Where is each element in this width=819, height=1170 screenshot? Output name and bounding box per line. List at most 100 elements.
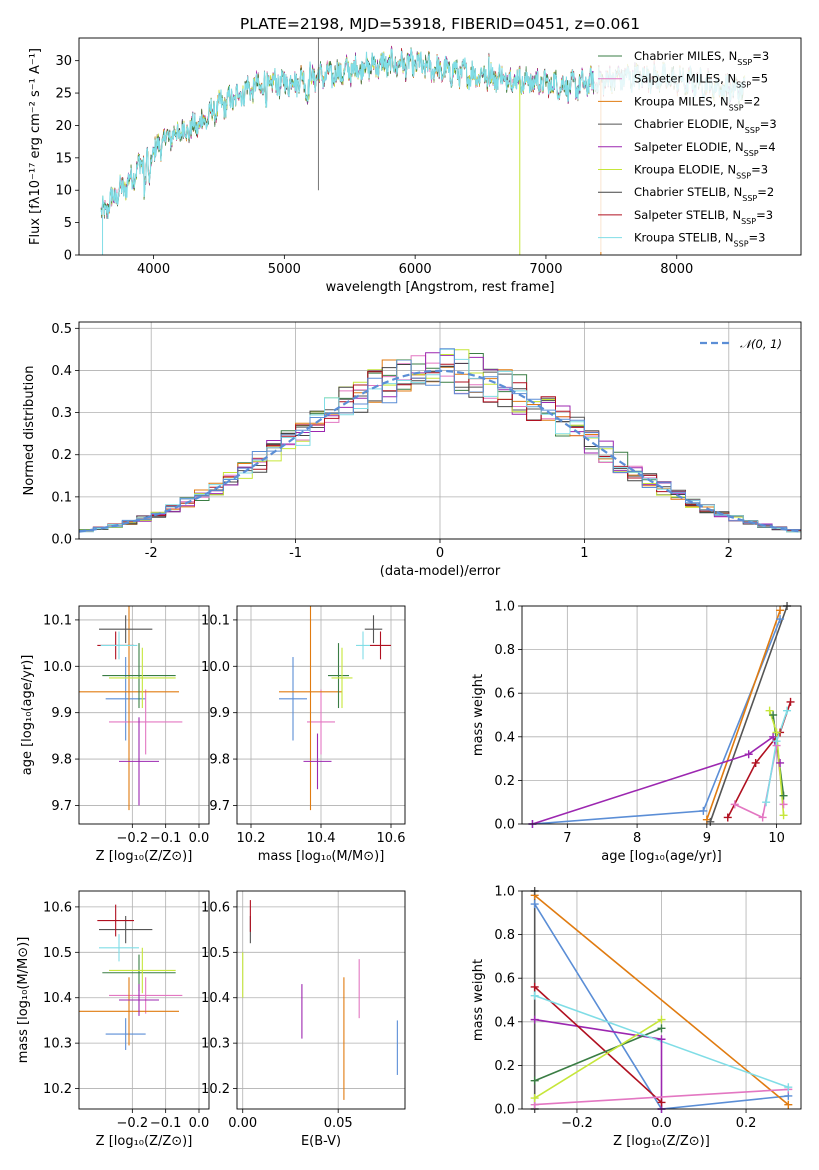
weight-marker	[657, 1035, 666, 1044]
weight-line	[534, 1027, 662, 1082]
x-tick-label: 0.2	[736, 1116, 757, 1131]
legend-entry: Kroupa ELODIE, NSSP=3	[634, 163, 768, 181]
weight-line	[534, 894, 789, 1106]
y-tick-label: 15	[55, 151, 72, 166]
legend-box	[594, 44, 794, 252]
x-tick-label: −0.1	[150, 831, 182, 846]
weight-marker	[530, 1076, 539, 1085]
y-tick-label: 9.7	[51, 799, 72, 814]
y-tick-label: 10.6	[201, 900, 230, 915]
y-tick-label: 10.2	[43, 1082, 72, 1097]
axes-frame	[236, 605, 406, 825]
y-tick-label: 0.5	[51, 322, 72, 337]
weight-marker	[699, 806, 708, 815]
panel-age-vs-mass: 10.2 10.4 10.6 9.7 9.8 9.9 10.0 10.1 mass [log₁₀…	[201, 605, 406, 864]
weight-marker	[772, 728, 781, 737]
x-tick-label: 2	[725, 546, 733, 561]
y-tick-label: 0.6	[494, 687, 515, 702]
panel-residual-histogram: -2 -1 0 1 2 0.0 0.1 0.2 0.3 0.4 0.5 (data-model)/er…	[22, 321, 802, 579]
legend-series-name: Salpeter MILES	[634, 72, 720, 86]
spectrum-legend: Chabrier MILES, NSSP=3 Salpeter MILES, NS…	[594, 44, 794, 252]
y-tick-label: 0.8	[494, 928, 515, 943]
y-tick-label: 5	[64, 216, 72, 231]
weight-marker	[784, 1083, 793, 1092]
legend-entry: Salpeter MILES, NSSP=5	[634, 72, 768, 90]
x-tick-label: 0.0	[189, 1116, 210, 1131]
y-tick-label: 0.4	[494, 730, 515, 745]
legend-entry: Kroupa STELIB, NSSP=3	[634, 231, 765, 249]
weight-marker	[779, 800, 788, 809]
x-tick-label: −0.2	[561, 1116, 593, 1131]
weight-marker	[776, 758, 785, 767]
weight-marker	[657, 1024, 666, 1033]
legend-nssp: =5	[751, 72, 768, 86]
weight-marker	[779, 811, 788, 820]
y-tick-label: 10	[55, 184, 72, 199]
y-tick-label: 10.0	[201, 660, 230, 675]
weight-marker	[784, 1100, 793, 1109]
x-tick-label: 4000	[137, 262, 170, 277]
panel-mass-vs-ebv: 0.00 0.05 10.2 10.3 10.4 10.5 10.6 E(B-V)	[201, 890, 406, 1149]
axes-frame	[521, 890, 802, 1110]
y-tick-label: 10.2	[201, 1082, 230, 1097]
y-tick-label: 0.3	[51, 406, 72, 421]
x-tick-label: 0.05	[324, 1116, 353, 1131]
x-tick-label: 1	[580, 546, 588, 561]
legend-series-name: Salpeter ELODIE	[634, 140, 728, 154]
x-tick-label: 6000	[399, 262, 432, 277]
legend-nssp: =3	[760, 117, 777, 131]
weight-marker	[776, 606, 785, 615]
weight-marker	[758, 813, 767, 822]
y-tick-label: 0.0	[494, 1103, 515, 1118]
weight-marker	[730, 800, 739, 809]
gaussian-curve	[79, 369, 801, 533]
panel-age-vs-Z: −0.2 −0.1 0.0 9.7 9.8 9.9 10.0 10.1 Z [log₁₀(Z/Z…	[20, 605, 210, 864]
x-tick-label: 10	[768, 831, 785, 846]
plot-area	[79, 348, 801, 539]
x-tick-label: -2	[145, 546, 158, 561]
x-axis-label: age [log₁₀(age/yr)]	[601, 849, 722, 864]
legend-entry: Chabrier STELIB, NSSP=2	[634, 185, 774, 203]
y-axis-label: Flux [fλ10⁻¹⁷ erg cm⁻² s⁻¹ A⁻¹]	[28, 48, 43, 245]
y-tick-label: 25	[55, 87, 72, 102]
y-tick-label: 10.3	[43, 1037, 72, 1052]
legend-entry: 𝒩(0, 1)	[740, 337, 782, 351]
weight-marker	[779, 791, 788, 800]
x-tick-label: 10.6	[377, 831, 406, 846]
plot-area	[242, 900, 398, 1100]
weight-marker	[769, 711, 778, 719]
legend-entry: Salpeter ELODIE, NSSP=4	[634, 140, 776, 158]
y-tick-label: 9.8	[209, 753, 230, 768]
y-tick-label: 10.5	[201, 946, 230, 961]
weight-marker	[762, 798, 771, 807]
y-tick-label: 1.0	[494, 885, 515, 900]
axes-frame	[78, 321, 802, 540]
axes-frame	[521, 605, 802, 825]
y-tick-label: 20	[55, 119, 72, 134]
x-tick-label: 9	[703, 831, 711, 846]
x-tick-label: −0.1	[150, 1116, 182, 1131]
x-tick-label: 10.2	[237, 831, 266, 846]
legend-entry: Chabrier MILES, NSSP=3	[634, 49, 769, 67]
y-tick-label: 10.5	[43, 946, 72, 961]
y-tick-label: 10.6	[43, 900, 72, 915]
plot-area	[279, 606, 391, 811]
legend-series-name: Chabrier MILES	[634, 49, 721, 63]
axes-frame	[78, 890, 210, 1110]
weight-line	[534, 1018, 663, 1109]
legend-entry: Salpeter STELIB, NSSP=3	[634, 208, 773, 226]
x-axis-label: (data-model)/error	[380, 564, 501, 579]
y-tick-label: 9.9	[51, 706, 72, 721]
weight-marker	[530, 1094, 539, 1103]
weight-line	[534, 986, 663, 1104]
x-axis-label: mass [log₁₀(M/M⊙)]	[258, 849, 385, 864]
panel-spectrum: 4000 5000 6000 7000 8000 0 5 10 15 20 25 30 waveleng…	[28, 37, 802, 295]
y-axis-label: Normed distribution	[22, 366, 37, 496]
plot-area	[79, 606, 183, 811]
x-axis-label: wavelength [Angstrom, rest frame]	[326, 280, 555, 295]
legend-entry: Kroupa MILES, NSSP=2	[634, 94, 761, 112]
y-tick-label: 0.2	[494, 1059, 515, 1074]
legend-nssp: =3	[749, 231, 766, 245]
x-tick-label: −0.2	[117, 831, 149, 846]
x-tick-label: 0.0	[189, 831, 210, 846]
